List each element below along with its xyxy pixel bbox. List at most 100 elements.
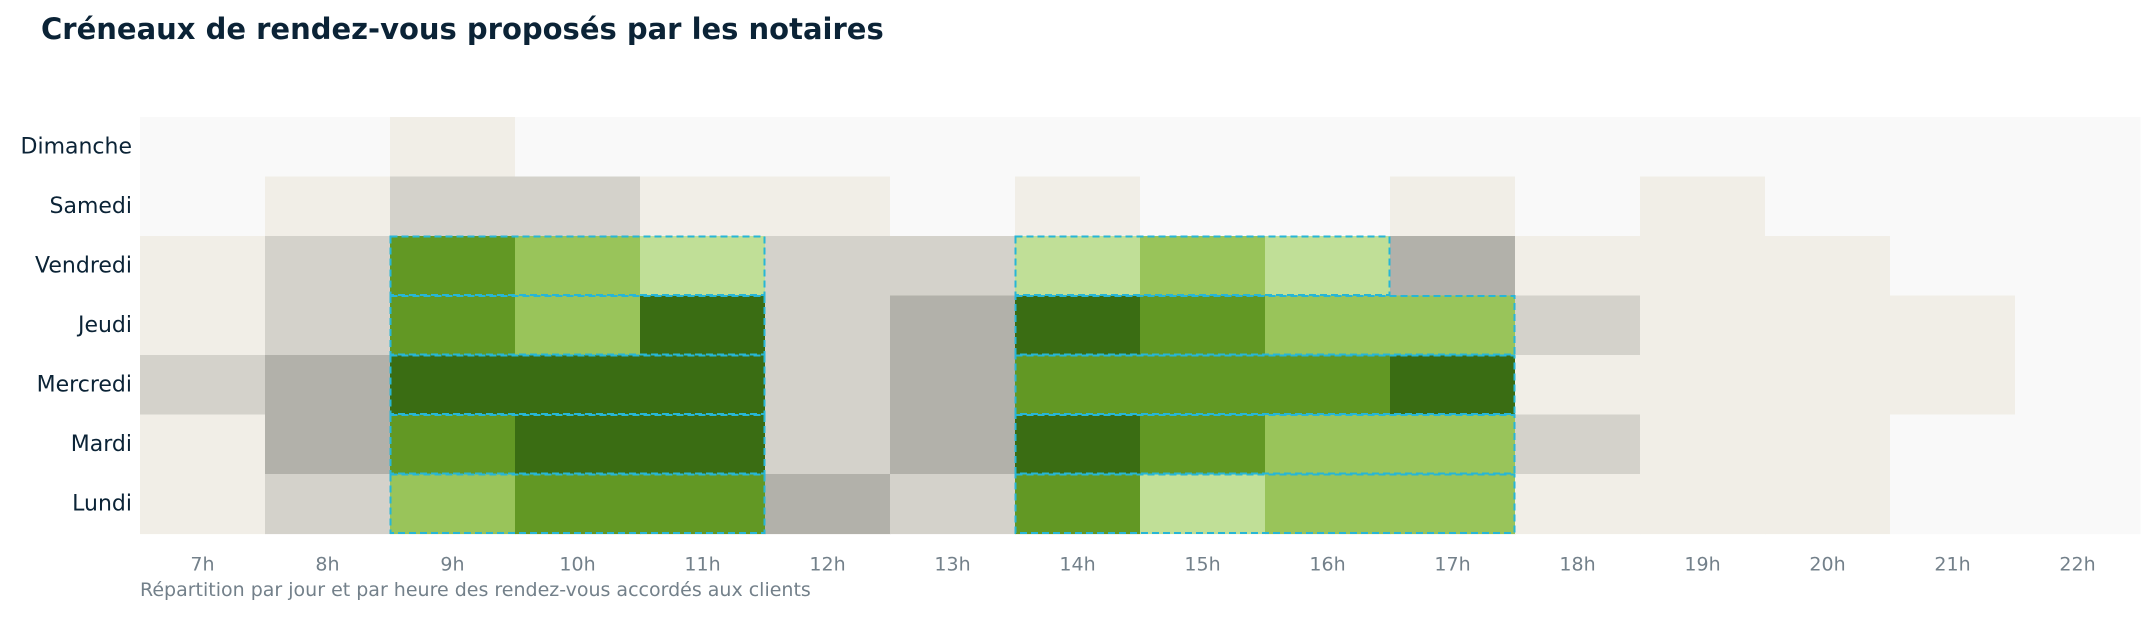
x-tick-label: 20h: [1809, 554, 1845, 576]
x-tick-label: 19h: [1684, 554, 1720, 576]
heatmap-cell-samedi-21h: [1890, 176, 2016, 237]
heatmap-cell-samedi-15h: [1140, 176, 1266, 237]
y-tick-label: Mardi: [71, 432, 132, 457]
heatmap-cell-jeudi-16h: [1265, 295, 1391, 356]
heatmap-cell-vendredi-21h: [1890, 236, 2016, 297]
heatmap-cell-jeudi-22h: [2015, 295, 2141, 356]
heatmap-cell-samedi-14h: [1015, 176, 1141, 237]
heatmap-cell-mercredi-19h: [1640, 355, 1766, 416]
x-tick-label: 22h: [2059, 554, 2095, 576]
heatmap-cell-lundi-20h: [1765, 474, 1891, 535]
heatmap-cell-samedi-16h: [1265, 176, 1391, 237]
heatmap-cell-jeudi-7h: [140, 295, 266, 356]
x-tick-label: 11h: [684, 554, 720, 576]
heatmap-cell-mardi-11h: [640, 414, 766, 475]
heatmap-cell-vendredi-16h: [1265, 236, 1391, 297]
heatmap-cell-jeudi-19h: [1640, 295, 1766, 356]
heatmap-cell-jeudi-21h: [1890, 295, 2016, 356]
x-tick-label: 15h: [1184, 554, 1220, 576]
heatmap-cell-samedi-11h: [640, 176, 766, 237]
heatmap-cell-dimanche-20h: [1765, 117, 1891, 178]
x-tick-label: 16h: [1309, 554, 1345, 576]
heatmap-cell-jeudi-12h: [765, 295, 891, 356]
x-tick-label: 8h: [315, 554, 339, 576]
heatmap-cell-dimanche-14h: [1015, 117, 1141, 178]
heatmap-cell-lundi-8h: [265, 474, 391, 535]
heatmap-cell-mercredi-11h: [640, 355, 766, 416]
heatmap-cell-lundi-10h: [515, 474, 641, 535]
heatmap-cell-lundi-13h: [890, 474, 1016, 535]
heatmap-cell-mardi-14h: [1015, 414, 1141, 475]
heatmap-cell-vendredi-13h: [890, 236, 1016, 297]
heatmap-cell-mercredi-9h: [390, 355, 516, 416]
heatmap-cell-mercredi-12h: [765, 355, 891, 416]
heatmap-cell-mercredi-16h: [1265, 355, 1391, 416]
x-tick-label: 18h: [1559, 554, 1595, 576]
heatmap-cell-mardi-20h: [1765, 414, 1891, 475]
chart-title: Créneaux de rendez-vous proposés par les…: [41, 12, 884, 46]
heatmap-cell-jeudi-20h: [1765, 295, 1891, 356]
highlight-boxes: [389, 235, 1516, 534]
heatmap-cell-mardi-16h: [1265, 414, 1391, 475]
heatmap-cell-dimanche-22h: [2015, 117, 2141, 178]
heatmap-cell-mercredi-14h: [1015, 355, 1141, 416]
heatmap-cell-mercredi-15h: [1140, 355, 1266, 416]
heatmap-cell-mercredi-17h: [1390, 355, 1516, 416]
heatmap-cell-lundi-15h: [1140, 474, 1266, 535]
heatmap-cell-vendredi-14h: [1015, 236, 1141, 297]
heatmap-cell-jeudi-18h: [1515, 295, 1641, 356]
heatmap-cell-dimanche-21h: [1890, 117, 2016, 178]
heatmap-cell-lundi-17h: [1390, 474, 1516, 535]
heatmap-cell-vendredi-7h: [140, 236, 266, 297]
heatmap-cell-mercredi-7h: [140, 355, 266, 416]
heatmap-cell-dimanche-8h: [265, 117, 391, 178]
heatmap-cell-vendredi-10h: [515, 236, 641, 297]
x-tick-label: 10h: [559, 554, 595, 576]
heatmap-cell-mardi-21h: [1890, 414, 2016, 475]
heatmap-cell-mardi-7h: [140, 414, 266, 475]
heatmap-cell-dimanche-11h: [640, 117, 766, 178]
heatmap-cell-lundi-12h: [765, 474, 891, 535]
heatmap-cell-vendredi-8h: [265, 236, 391, 297]
heatmap-cell-vendredi-17h: [1390, 236, 1516, 297]
heatmap-cell-mercredi-10h: [515, 355, 641, 416]
heatmap-cell-samedi-10h: [515, 176, 641, 237]
heatmap-cell-lundi-21h: [1890, 474, 2016, 535]
heatmap-cell-dimanche-9h: [390, 117, 516, 178]
heatmap-cells: [140, 117, 2141, 535]
heatmap-cell-lundi-16h: [1265, 474, 1391, 535]
heatmap-cell-jeudi-8h: [265, 295, 391, 356]
heatmap-cell-mardi-10h: [515, 414, 641, 475]
heatmap-cell-mardi-9h: [390, 414, 516, 475]
heatmap-cell-lundi-9h: [390, 474, 516, 535]
heatmap-cell-vendredi-15h: [1140, 236, 1266, 297]
heatmap-cell-mercredi-8h: [265, 355, 391, 416]
heatmap-cell-vendredi-18h: [1515, 236, 1641, 297]
heatmap-cell-mardi-15h: [1140, 414, 1266, 475]
heatmap-cell-mercredi-20h: [1765, 355, 1891, 416]
heatmap-cell-jeudi-13h: [890, 295, 1016, 356]
x-tick-label: 12h: [809, 554, 845, 576]
x-tick-label: 7h: [190, 554, 214, 576]
highlight-box: [1014, 295, 1516, 356]
y-tick-label: Samedi: [50, 194, 133, 219]
heatmap-cell-samedi-7h: [140, 176, 266, 237]
heatmap-cell-lundi-19h: [1640, 474, 1766, 535]
heatmap-cell-mercredi-18h: [1515, 355, 1641, 416]
heatmap-cell-vendredi-11h: [640, 236, 766, 297]
heatmap-cell-mardi-12h: [765, 414, 891, 475]
heatmap-cell-jeudi-17h: [1390, 295, 1516, 356]
heatmap-cell-dimanche-18h: [1515, 117, 1641, 178]
heatmap-cell-jeudi-9h: [390, 295, 516, 356]
x-axis-labels: 7h 8h 9h 10h 11h 12h 13h 14h 15h 16h 17h 18h 19h 20h 2…: [190, 554, 2095, 576]
heatmap-cell-vendredi-20h: [1765, 236, 1891, 297]
y-tick-label: Dimanche: [21, 134, 132, 159]
heatmap-cell-jeudi-14h: [1015, 295, 1141, 356]
highlight-box: [1014, 414, 1516, 475]
heatmap-cell-dimanche-7h: [140, 117, 266, 178]
heatmap-cell-vendredi-22h: [2015, 236, 2141, 297]
heatmap-cell-jeudi-10h: [515, 295, 641, 356]
heatmap-cell-lundi-14h: [1015, 474, 1141, 535]
heatmap-cell-jeudi-15h: [1140, 295, 1266, 356]
heatmap-cell-mardi-18h: [1515, 414, 1641, 475]
